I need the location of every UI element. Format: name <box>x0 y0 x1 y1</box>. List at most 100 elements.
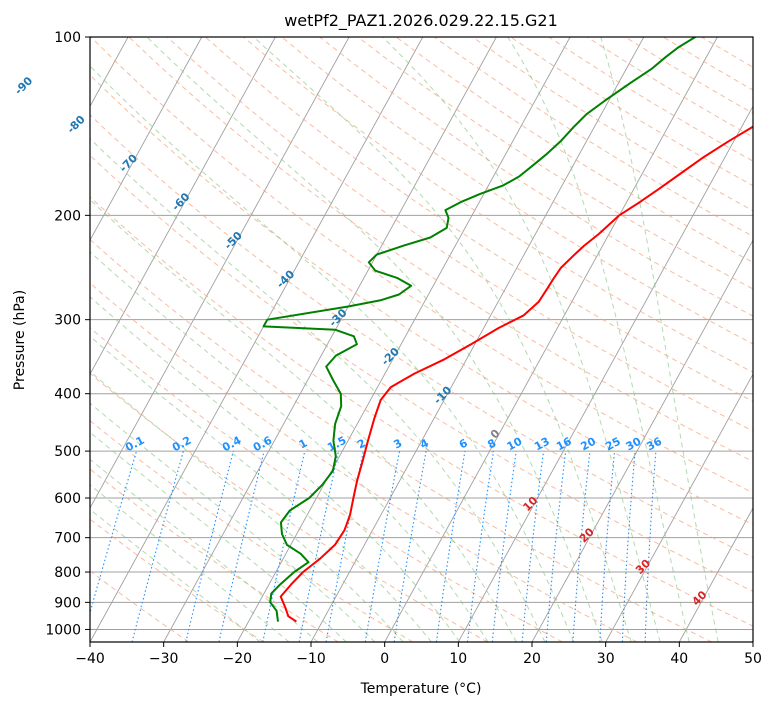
mixing-ratio-line <box>466 451 495 642</box>
x-axis-title: Temperature (°C) <box>360 681 482 697</box>
dry-adiabat-label: -90 <box>12 74 35 97</box>
isotherm-line <box>384 37 718 642</box>
y-tick-label: 900 <box>54 595 81 611</box>
dry-adiabat-line <box>90 570 190 642</box>
isotherm-line <box>90 37 424 642</box>
dry-adiabat-line <box>586 37 753 138</box>
mixing-ratio-label: 4 <box>418 436 431 451</box>
moist-adiabat-line <box>507 37 690 642</box>
dry-adiabat-line <box>204 37 753 402</box>
dry-adiabat-line <box>701 37 753 68</box>
mixing-ratio-label: 36 <box>644 435 664 454</box>
moist-adiabat-line <box>90 296 461 642</box>
mixing-ratio-line <box>262 450 306 642</box>
mixing-ratio-line <box>572 451 591 642</box>
dry-adiabat-line <box>357 37 753 290</box>
mixing-ratio-line <box>131 450 184 642</box>
dry-adiabat-line <box>395 37 753 263</box>
moist-adiabat-line <box>90 402 376 642</box>
y-tick-label: 500 <box>54 444 81 460</box>
isotherm-line <box>236 37 571 642</box>
temperature-profile-line <box>279 125 753 623</box>
moist-adiabat-line <box>90 137 546 642</box>
x-tick-label: 30 <box>597 651 615 667</box>
mixing-ratio-label: 3 <box>391 436 404 451</box>
dry-adiabat-line <box>90 196 753 627</box>
mixing-ratio-label: 20 <box>578 435 598 454</box>
mixing-ratio-line <box>491 451 517 642</box>
dry-adiabat-line <box>510 37 753 187</box>
dry-adiabat-line <box>90 114 753 559</box>
moist-adiabat-line <box>90 484 290 642</box>
y-tick-label: 800 <box>54 565 81 581</box>
x-tick-label: 10 <box>449 651 467 667</box>
mixing-ratio-line <box>393 451 427 642</box>
dry-adiabat-line <box>662 37 753 91</box>
moist-adiabat-line <box>90 508 261 642</box>
dry-adiabat-line <box>90 468 339 642</box>
y-tick-label: 700 <box>54 531 81 547</box>
mixing-ratio-line <box>218 450 265 642</box>
dry-adiabat-line <box>90 372 488 642</box>
mixing-ratio-line <box>90 450 138 615</box>
axis-ticks: −40 −30 −20 −10 0 10 20 30 40 50 100 200 300 400 500 60… <box>45 30 762 667</box>
mixing-ratio-line <box>521 451 545 642</box>
moist-adiabat-line <box>90 370 404 642</box>
isotherm-line <box>678 507 753 642</box>
moist-adiabat-line <box>90 65 575 642</box>
y-axis-title: Pressure (hPa) <box>12 290 28 390</box>
moist-adiabat-line <box>600 37 719 642</box>
x-tick-label: 0 <box>380 651 389 667</box>
line-labels: 0.10.20.40.611.52346810131620253036-100-… <box>12 74 710 608</box>
chart-title: wetPf2_PAZ1.2026.029.22.15.G21 <box>284 11 558 31</box>
dry-adiabat-line <box>90 154 753 592</box>
mixing-ratio-line <box>185 450 234 642</box>
moist-adiabat-line <box>90 431 347 642</box>
x-tick-label: −30 <box>149 651 179 667</box>
moist-adiabat-line <box>90 335 432 642</box>
x-tick-label: −20 <box>223 651 253 667</box>
y-tick-label: 400 <box>54 387 81 403</box>
moist-adiabat-line <box>253 37 632 642</box>
isotherm-line <box>752 641 753 642</box>
y-tick-label: 600 <box>54 491 81 507</box>
x-tick-label: 40 <box>670 651 688 667</box>
dry-adiabat-line <box>90 238 712 642</box>
y-tick-label: 1000 <box>45 622 81 638</box>
moist-adiabat-line <box>90 198 517 642</box>
moist-adiabat-line <box>90 458 319 642</box>
mixing-ratio-label: 10 <box>505 435 525 454</box>
dry-adiabat-label: -80 <box>65 113 88 136</box>
dry-adiabat-line <box>90 74 753 526</box>
dry-adiabat-line <box>434 37 753 237</box>
plot-frame <box>89 36 754 643</box>
isotherm-line <box>163 37 497 642</box>
y-tick-label: 100 <box>54 30 81 46</box>
mixing-ratio-label: 6 <box>457 436 470 451</box>
dry-adiabat-line <box>90 37 753 494</box>
moist-adiabat-label: 40 <box>690 588 710 608</box>
dry-adiabat-line <box>166 37 753 432</box>
isotherm-line <box>90 37 203 242</box>
dry-adiabat-line <box>243 37 753 373</box>
y-tick-label: 300 <box>54 313 81 329</box>
moist-adiabat-line <box>90 251 489 642</box>
dry-adiabat-line <box>90 420 414 642</box>
dry-adiabat-line <box>319 37 753 317</box>
x-tick-label: −10 <box>296 651 326 667</box>
dewpoint-profile-line <box>262 37 696 622</box>
moist-adiabat-label: 10 <box>520 494 540 514</box>
mixing-ratio-label: 13 <box>532 435 552 454</box>
x-tick-label: −40 <box>75 651 105 667</box>
isotherm-line <box>605 373 753 642</box>
mixing-ratio-line <box>621 451 636 642</box>
moist-adiabat-label: 20 <box>577 525 597 545</box>
mixing-ratio-line <box>435 451 466 642</box>
dry-adiabat-line <box>90 282 638 642</box>
moist-adiabat-line <box>146 37 603 642</box>
y-tick-label: 200 <box>54 208 81 224</box>
isotherm-line <box>90 37 276 376</box>
x-tick-label: 20 <box>523 651 541 667</box>
